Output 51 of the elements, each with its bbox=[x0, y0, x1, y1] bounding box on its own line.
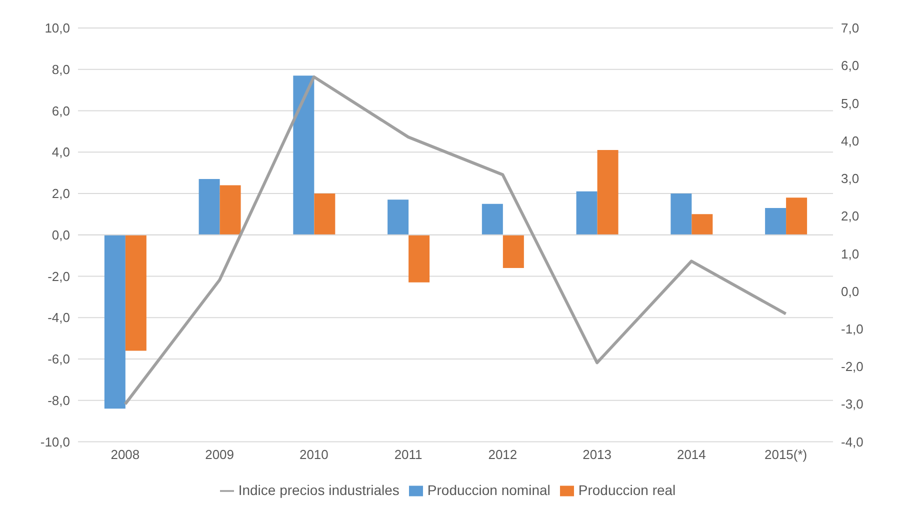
x-tick-label: 2013 bbox=[582, 446, 612, 462]
y-tick-label: 8,0 bbox=[52, 62, 70, 77]
y-tick-label: 0,0 bbox=[52, 227, 70, 242]
bar bbox=[293, 76, 314, 235]
bar bbox=[104, 234, 126, 409]
legend-label: Produccion nominal bbox=[427, 482, 550, 498]
y2-tick-label: 1,0 bbox=[841, 246, 860, 262]
y2-tick-label: 2,0 bbox=[841, 208, 860, 224]
line-series bbox=[124, 75, 788, 406]
y2-tick-label: -1,0 bbox=[841, 321, 864, 336]
y-tick-label: -4,0 bbox=[48, 310, 70, 326]
x-tick-label: 2009 bbox=[205, 446, 234, 462]
x-tick-label: 2011 bbox=[394, 446, 422, 462]
x-tick-label: 2008 bbox=[110, 446, 140, 462]
y2-tick-label: -4,0 bbox=[841, 434, 864, 450]
bar bbox=[408, 234, 430, 282]
legend-label: Produccion real bbox=[578, 482, 676, 498]
y2-tick-label: 5,0 bbox=[841, 96, 860, 111]
bar bbox=[597, 150, 618, 235]
bar bbox=[388, 200, 409, 235]
y-tick-label: -6,0 bbox=[48, 352, 70, 367]
bar bbox=[502, 234, 524, 268]
y-tick-label: 10,0 bbox=[44, 20, 70, 36]
bar bbox=[670, 193, 692, 235]
y-tick-label: -10,0 bbox=[40, 434, 70, 450]
bar bbox=[786, 198, 808, 235]
y-tick-label: 6,0 bbox=[52, 103, 70, 118]
x-tick-label: 2014 bbox=[676, 446, 706, 462]
bar bbox=[220, 185, 241, 235]
y2-tick-label: -2,0 bbox=[841, 359, 864, 374]
x-tick-label: 2015(*) bbox=[764, 446, 808, 462]
y-tick-label: 2,0 bbox=[52, 186, 70, 202]
x-tick-label: 2010 bbox=[299, 446, 328, 462]
y2-tick-label: 4,0 bbox=[841, 133, 860, 148]
bar bbox=[692, 214, 713, 235]
y2-tick-label: 3,0 bbox=[841, 171, 860, 186]
legend-label: Indice precios industriales bbox=[238, 482, 400, 498]
bar bbox=[765, 208, 786, 235]
bar bbox=[198, 179, 220, 235]
y-tick-label: -8,0 bbox=[48, 392, 70, 408]
y2-tick-label: 0,0 bbox=[841, 284, 860, 299]
y-tick-label: 4,0 bbox=[52, 144, 70, 160]
x-tick-label: 2012 bbox=[488, 446, 518, 462]
y2-tick-label: -3,0 bbox=[841, 396, 864, 412]
bar bbox=[314, 193, 336, 235]
bar bbox=[482, 204, 503, 235]
y-tick-label: -2,0 bbox=[48, 268, 70, 284]
y2-tick-label: 7,0 bbox=[841, 20, 860, 36]
bar bbox=[576, 191, 598, 235]
bar bbox=[125, 234, 146, 351]
y2-tick-label: 6,0 bbox=[841, 58, 860, 74]
